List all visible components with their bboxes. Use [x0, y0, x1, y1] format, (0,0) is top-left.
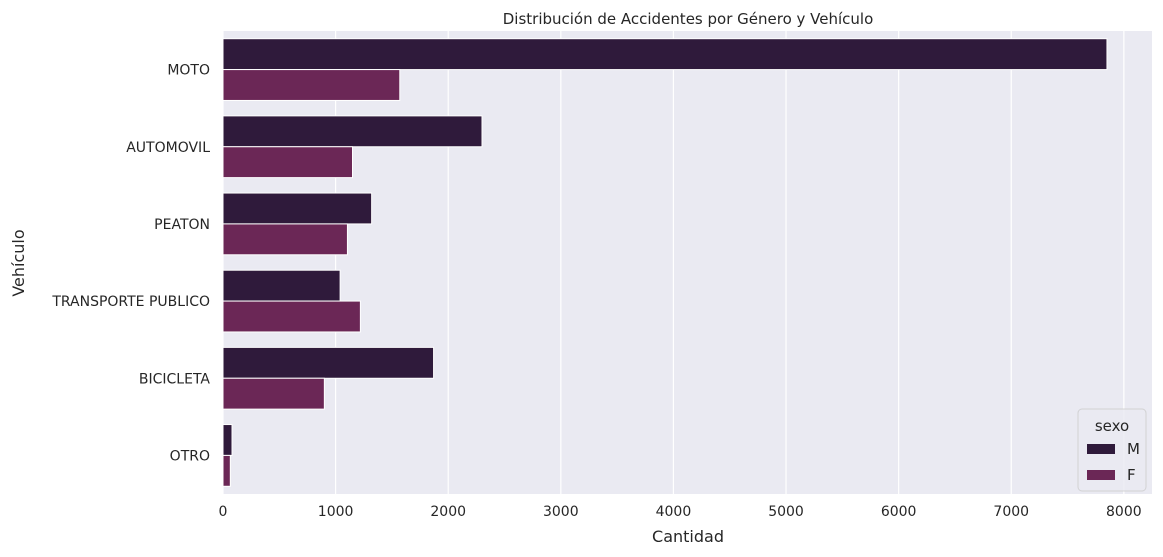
- legend-swatch-m: [1087, 444, 1115, 454]
- chart-title: Distribución de Accidentes por Género y …: [503, 10, 874, 28]
- x-tick-label: 2000: [430, 504, 466, 520]
- bar-m: [222, 269, 341, 302]
- legend-label-m: M: [1127, 440, 1140, 458]
- bar-f: [222, 454, 231, 487]
- x-tick-label: 6000: [881, 504, 917, 520]
- x-axis-label: Cantidad: [652, 527, 724, 546]
- legend-title: sexo: [1095, 417, 1129, 435]
- plot-area: [223, 31, 1152, 494]
- bar-f: [222, 300, 361, 333]
- legend: sexo M F: [1077, 408, 1147, 492]
- y-tick-labels: MOTO AUTOMOVIL PEATON TRANSPORTE PUBLICO BIC…: [51, 63, 210, 465]
- x-tick-label: 4000: [656, 504, 692, 520]
- x-tick-labels: 0 1000 2000 3000 4000 5000 6000 7000 8000: [219, 504, 1142, 520]
- bar-f: [222, 69, 401, 101]
- y-tick-label: PEATON: [154, 217, 210, 233]
- bar-f: [222, 377, 325, 410]
- bar-m: [222, 38, 1108, 71]
- x-tick-label: 8000: [1106, 504, 1142, 520]
- x-tick-label: 0: [219, 504, 228, 520]
- bar-m: [222, 192, 373, 225]
- legend-swatch-f: [1087, 470, 1115, 480]
- bar-m: [222, 115, 483, 148]
- bar-f: [222, 223, 348, 256]
- bar-m: [222, 424, 233, 456]
- y-tick-label: BICICLETA: [139, 371, 211, 387]
- y-tick-label: TRANSPORTE PUBLICO: [51, 294, 210, 310]
- y-tick-label: OTRO: [170, 448, 210, 464]
- y-axis-label: Vehículo: [9, 229, 28, 296]
- x-tick-label: 7000: [993, 504, 1029, 520]
- x-tick-label: 1000: [318, 504, 354, 520]
- x-tick-label: 3000: [543, 504, 579, 520]
- bar-m: [222, 346, 435, 379]
- y-tick-label: AUTOMOVIL: [126, 140, 210, 156]
- grid-lines: [222, 31, 1125, 494]
- bars: [222, 38, 1108, 487]
- x-tick-label: 5000: [768, 504, 804, 520]
- y-tick-label: MOTO: [167, 63, 210, 79]
- legend-label-f: F: [1127, 466, 1136, 484]
- bar-f: [222, 146, 353, 179]
